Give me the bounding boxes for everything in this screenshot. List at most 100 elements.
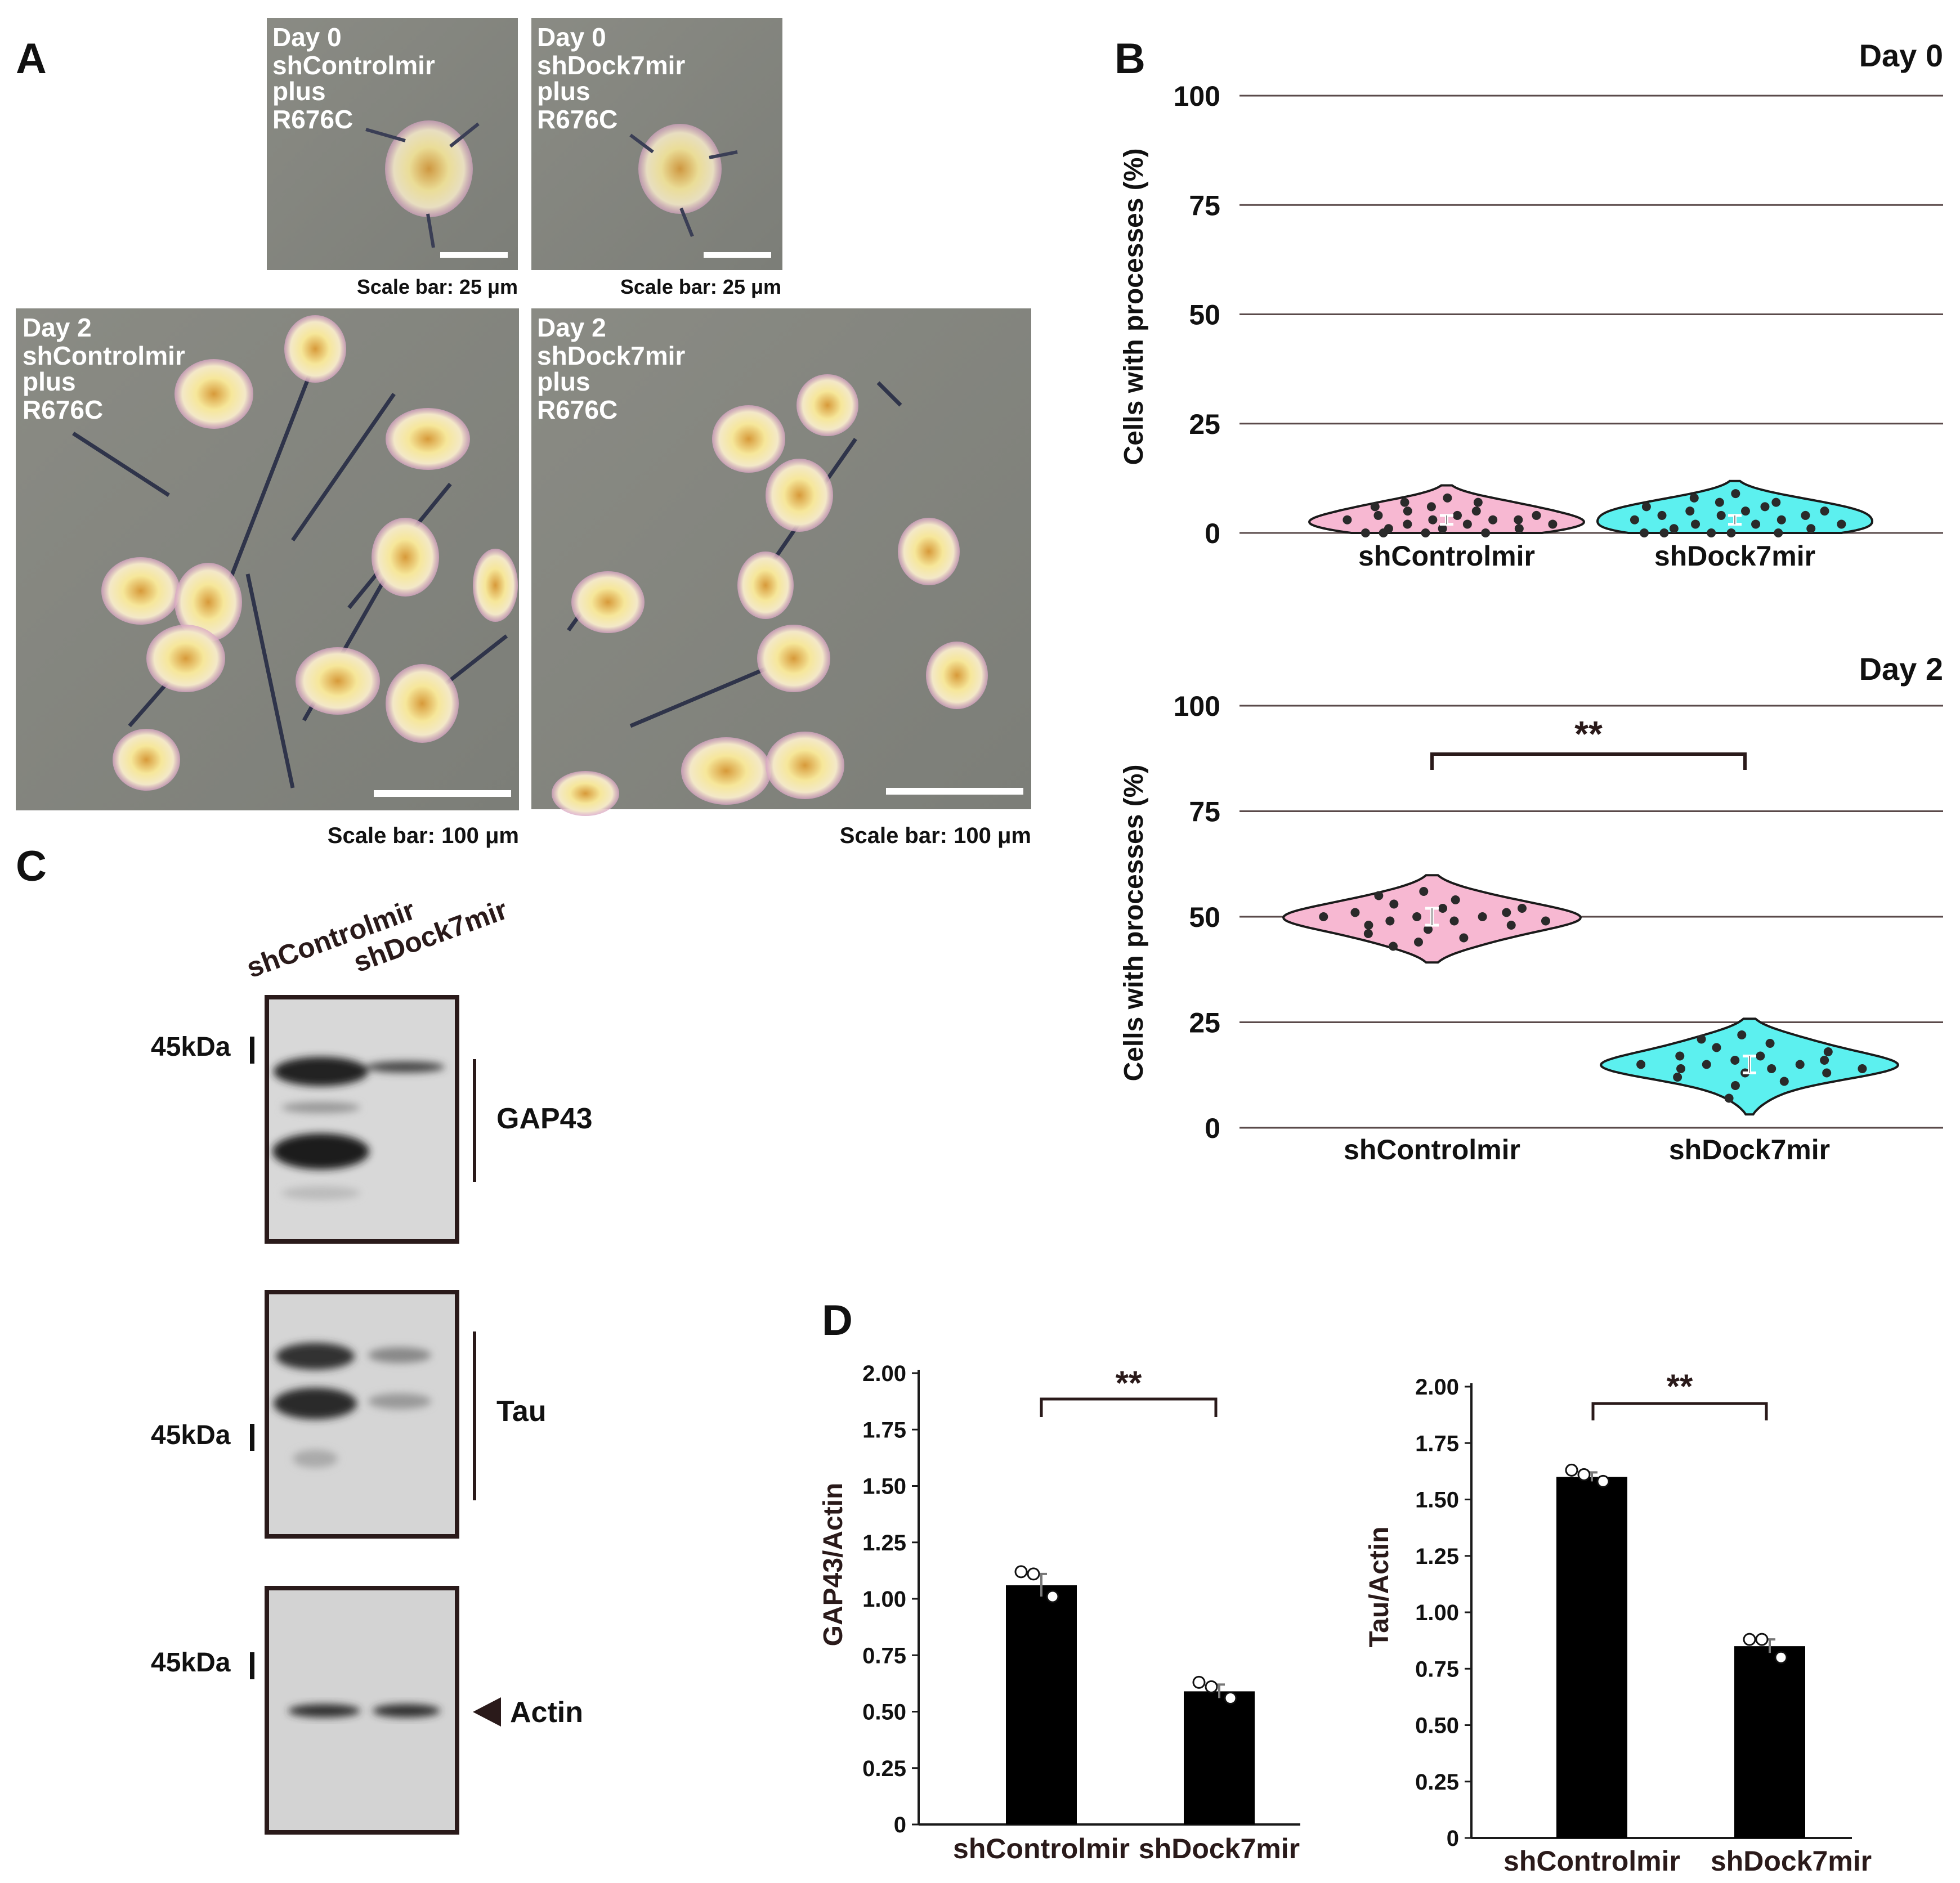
data-point — [1385, 916, 1395, 926]
y-axis-label: Cells with processes (%) — [1119, 765, 1149, 1082]
replicate-point — [1743, 1633, 1756, 1646]
scale-bar-caption: Scale bar: 100 μm — [840, 823, 1031, 848]
data-point — [1640, 528, 1649, 537]
mw-tick — [250, 1652, 254, 1679]
data-point — [1514, 524, 1524, 533]
y-tick-label: 1.50 — [1415, 1488, 1459, 1513]
replicate-point — [1205, 1680, 1218, 1693]
data-point — [1774, 528, 1783, 537]
micrograph-label-line: plus — [537, 77, 590, 106]
data-point — [1421, 528, 1430, 537]
data-point — [1428, 515, 1438, 524]
data-point — [1449, 916, 1459, 926]
y-axis-label: GAP43/Actin — [818, 1483, 848, 1647]
replicate-point — [1014, 1565, 1028, 1579]
data-point — [1776, 515, 1786, 524]
data-point — [1319, 912, 1328, 921]
data-point — [1413, 938, 1423, 947]
y-tick-label: 2.00 — [1415, 1375, 1459, 1400]
replicate-point — [1596, 1474, 1610, 1488]
mw-marker: 45kDa — [151, 1648, 231, 1678]
category-label: shDock7mir — [1711, 1845, 1872, 1877]
y-tick-label: 1.00 — [1415, 1600, 1459, 1625]
micrograph-label-line: Day 2 — [23, 313, 92, 342]
panel-label-a: A — [16, 35, 47, 83]
y-tick-label: 0.50 — [1415, 1714, 1459, 1738]
data-point — [1403, 519, 1412, 529]
blot-tau: 45kDa Tau — [151, 1290, 547, 1539]
y-tick-label: 0 — [1205, 1113, 1220, 1144]
micrograph-label-line: R676C — [272, 105, 353, 134]
y-axis-label: Tau/Actin — [1364, 1526, 1394, 1647]
micrograph-label-line: shDock7mir — [537, 51, 685, 80]
data-point — [1400, 497, 1409, 507]
scale-bar-caption: Scale bar: 25 μm — [620, 275, 781, 298]
y-tick-label: 0 — [894, 1813, 906, 1837]
replicate-point — [1565, 1463, 1578, 1477]
arrowhead-icon — [473, 1697, 501, 1727]
y-tick-label: 1.00 — [862, 1587, 906, 1612]
panel-label-d: D — [822, 1297, 853, 1344]
data-point — [1731, 489, 1740, 499]
data-point — [1488, 515, 1498, 524]
y-tick-label: 1.25 — [1415, 1544, 1459, 1569]
data-point — [1502, 908, 1511, 917]
replicate-point — [1046, 1590, 1059, 1603]
data-point — [1343, 515, 1352, 524]
data-point — [1712, 1043, 1721, 1052]
data-point — [1724, 1093, 1734, 1103]
western-blot: shControlmir shDock7mir 45kDa GAP43 — [151, 894, 593, 1835]
bars — [1556, 1463, 1805, 1838]
micrograph-label-line: shControlmir — [272, 51, 435, 80]
replicate-point — [1577, 1468, 1591, 1481]
data-point — [1403, 506, 1412, 516]
data-point — [1473, 497, 1483, 507]
gridlines: 100 75 50 25 0 — [1174, 80, 1943, 549]
significance-stars: ** — [1574, 714, 1603, 754]
data-point — [1751, 519, 1761, 529]
violins — [1308, 479, 1873, 537]
data-point — [1737, 1030, 1747, 1039]
data-point — [1518, 904, 1527, 913]
data-point — [1730, 1081, 1740, 1090]
mw-tick — [250, 1424, 254, 1451]
data-point — [1707, 528, 1716, 537]
data-point — [1685, 506, 1695, 516]
data-point — [1820, 1056, 1829, 1065]
data-point — [1541, 916, 1550, 926]
y-tick-label: 0.25 — [1415, 1770, 1459, 1795]
panel-label-b: B — [1115, 35, 1145, 83]
micrograph-label-line: shControlmir — [23, 341, 185, 370]
data-point — [1481, 528, 1491, 537]
data-point — [1478, 912, 1487, 921]
data-point — [1823, 1047, 1833, 1056]
micrograph-day0-control: Day 0 shControlmir plus R676C — [267, 18, 518, 270]
data-point — [1795, 1060, 1805, 1069]
scale-bar-line — [704, 252, 771, 258]
category-label: shDock7mir — [1139, 1833, 1300, 1864]
bar — [1734, 1646, 1805, 1838]
data-point — [1779, 1077, 1789, 1086]
data-point — [1801, 510, 1810, 520]
data-point — [1388, 942, 1398, 951]
replicate-point — [1224, 1691, 1237, 1705]
scale-bar-caption: Scale bar: 100 μm — [328, 823, 519, 848]
band-bracket — [473, 1059, 476, 1182]
data-point — [1374, 891, 1384, 900]
chart-title: Day 2 — [1859, 651, 1943, 687]
micrograph-label-line: plus — [537, 367, 590, 396]
data-point — [1370, 502, 1380, 512]
data-point — [1471, 506, 1481, 516]
data-point — [1426, 502, 1436, 512]
data-point — [1424, 925, 1433, 934]
axes: 2.00 1.75 1.50 1.25 1.00 0.75 0.50 0.25 0 — [862, 1361, 1300, 1837]
mw-marker: 45kDa — [151, 1032, 231, 1062]
micrograph-day0-dock7: Day 0 shDock7mir plus R676C — [531, 18, 782, 270]
data-point — [1673, 1073, 1682, 1082]
data-point — [1702, 1060, 1711, 1069]
micrograph-label-line: plus — [272, 77, 326, 106]
panel-label-c: C — [16, 842, 47, 890]
data-point — [1373, 510, 1383, 520]
category-label: shDock7mir — [1669, 1134, 1830, 1165]
